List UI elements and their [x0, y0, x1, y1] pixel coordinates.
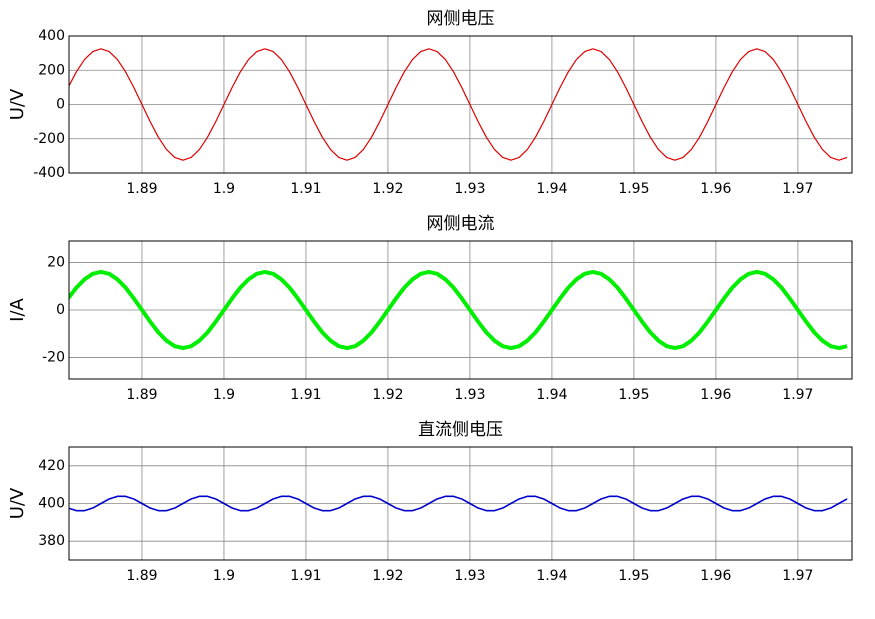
x-tick-label: 1.94 [536, 568, 567, 584]
x-tick-label: 1.91 [290, 181, 321, 197]
x-tick-label: 1.91 [290, 568, 321, 584]
x-tick-label: 1.97 [782, 387, 813, 403]
x-tick-label: 1.97 [782, 181, 813, 197]
x-tick-label: 1.9 [213, 181, 235, 197]
x-tick-label: 1.93 [454, 181, 485, 197]
y-tick-label: 400 [38, 496, 65, 512]
data-line [69, 495, 848, 512]
data-line [69, 269, 848, 351]
x-tick-label: 1.95 [618, 181, 649, 197]
y-tick-label: -20 [42, 350, 65, 366]
x-tick-label: 1.89 [126, 387, 157, 403]
axes-box [68, 35, 853, 174]
x-tick-label: 1.97 [782, 568, 813, 584]
y-tick-label: 400 [38, 28, 65, 44]
chart-title: 直流侧电压 [418, 420, 503, 440]
chart-title: 网侧电流 [427, 214, 495, 234]
y-tick-label: 380 [38, 533, 65, 549]
axes-box [68, 240, 853, 380]
x-tick-label: 1.96 [700, 387, 731, 403]
y-tick-label: -400 [33, 165, 65, 181]
x-tick-label: 1.92 [372, 568, 403, 584]
y-tick-label: 420 [38, 458, 65, 474]
axes-box [68, 446, 853, 561]
y-axis-label: I/A [7, 297, 28, 321]
x-tick-label: 1.94 [536, 387, 567, 403]
y-tick-label: 200 [38, 62, 65, 78]
x-tick-label: 1.9 [213, 387, 235, 403]
x-tick-label: 1.89 [126, 181, 157, 197]
y-tick-label: -200 [33, 131, 65, 147]
x-tick-label: 1.96 [700, 181, 731, 197]
x-tick-label: 1.95 [618, 568, 649, 584]
y-tick-label: 20 [47, 254, 65, 270]
x-tick-label: 1.93 [454, 568, 485, 584]
data-line [69, 48, 848, 161]
x-tick-label: 1.92 [372, 387, 403, 403]
x-tick-label: 1.93 [454, 387, 485, 403]
x-tick-label: 1.9 [213, 568, 235, 584]
x-tick-label: 1.91 [290, 387, 321, 403]
x-tick-label: 1.96 [700, 568, 731, 584]
x-tick-label: 1.89 [126, 568, 157, 584]
y-tick-label: 0 [56, 302, 65, 318]
y-tick-label: 0 [56, 97, 65, 113]
x-tick-label: 1.92 [372, 181, 403, 197]
y-axis-label: U/V [7, 88, 28, 120]
x-tick-label: 1.95 [618, 387, 649, 403]
x-tick-label: 1.94 [536, 181, 567, 197]
y-axis-label: U/V [7, 487, 28, 519]
chart-title: 网侧电压 [427, 9, 495, 29]
